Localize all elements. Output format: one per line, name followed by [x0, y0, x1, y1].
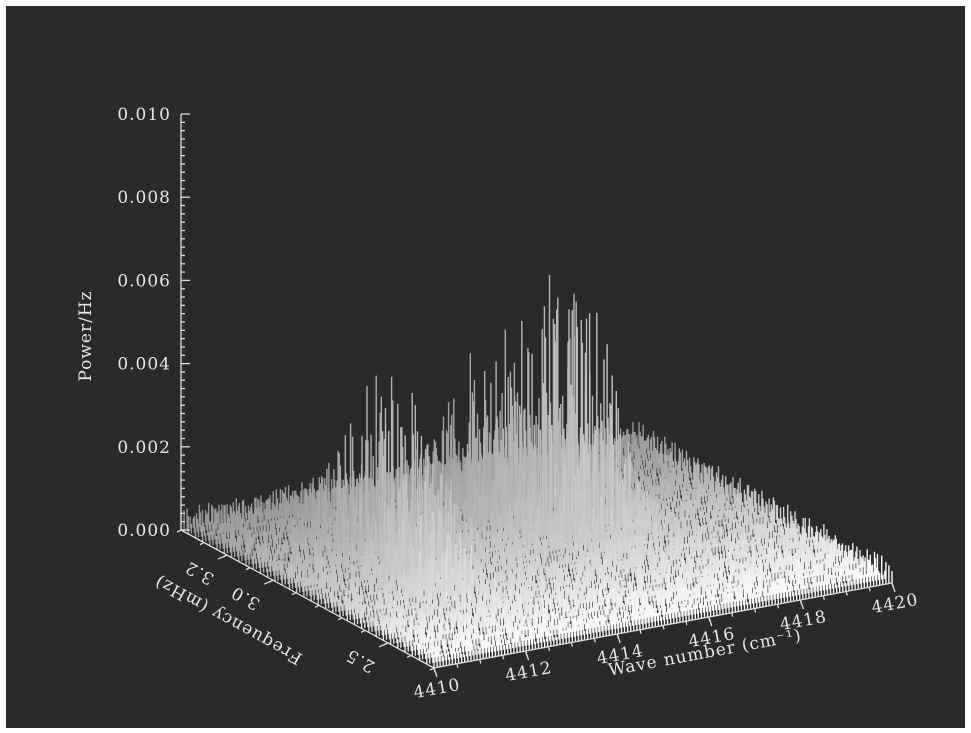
surface-row [389, 538, 850, 645]
wavenumber-tick-label: 4410 [412, 675, 462, 703]
wavenumber-minor-tick [776, 604, 780, 609]
wavenumber-minor-tick [570, 642, 574, 647]
frequency-minor-tick [268, 579, 274, 583]
wavenumber-minor-tick [479, 659, 482, 664]
frequency-tick-label: 2.5 [343, 644, 379, 676]
wavenumber-minor-tick [616, 633, 619, 639]
z-axis-ticks: 0.000 0.002 0.004 0.006 0.008 0.010 [117, 105, 190, 541]
wavenumber-minor-tick [845, 591, 848, 596]
frequency-tick-label: 3.0 [228, 582, 264, 614]
frequency-tick-label: 3.2 [182, 556, 218, 588]
frequency-minor-tick [176, 529, 182, 533]
surface-row [397, 542, 857, 649]
frequency-minor-tick [337, 617, 343, 621]
z-tick-label: 0.002 [117, 438, 171, 458]
surface-row [324, 498, 785, 609]
wavenumber-minor-tick [524, 650, 528, 656]
z-axis-title: Power/Hz [76, 290, 96, 381]
surface-chart: 0.000 0.002 0.004 0.006 0.008 0.010 2.5 3.0 3.2… [76, 105, 920, 703]
frequency-minor-tick [314, 604, 320, 608]
frequency-minor-tick [406, 654, 412, 659]
surface-row [433, 562, 893, 668]
frequency-minor-tick [291, 592, 297, 596]
wavenumber-minor-tick [753, 608, 757, 613]
frequency-minor-tick [222, 554, 228, 558]
frequency-axis-line [180, 529, 435, 669]
z-tick-label: 0.004 [117, 355, 171, 375]
wavenumber-minor-tick [456, 663, 459, 668]
frequency-minor-tick [199, 541, 205, 546]
surface-row [426, 555, 886, 665]
wavenumber-minor-tick [868, 587, 871, 592]
frequency-minor-tick [245, 567, 251, 571]
wavenumber-minor-tick [708, 616, 711, 622]
wavenumber-minor-tick [685, 621, 688, 626]
wavenumber-minor-tick [639, 629, 642, 634]
wavenumber-minor-tick [731, 612, 734, 617]
wavenumber-minor-tick [799, 599, 803, 605]
wavenumber-minor-tick [433, 667, 436, 673]
frequency-minor-tick [383, 642, 389, 646]
wavenumber-tick-label: 4420 [870, 590, 920, 618]
wavenumber-minor-tick [662, 625, 665, 630]
wavenumber-minor-tick [502, 655, 505, 660]
wavenumber-minor-tick [891, 582, 894, 588]
wavenumber-tick-label: 4412 [504, 658, 554, 686]
z-tick-label: 0.000 [117, 521, 171, 541]
surface-row [418, 551, 879, 661]
frequency-minor-tick [429, 667, 435, 671]
wavenumber-minor-tick [547, 646, 551, 651]
surface-marks [180, 275, 893, 668]
wavenumber-minor-tick [822, 595, 825, 600]
surface-row [346, 517, 806, 621]
surface-plot: 0.000 0.002 0.004 0.006 0.008 0.010 2.5 3.0 3.2… [6, 6, 965, 728]
wavenumber-minor-tick [593, 638, 596, 643]
z-tick-label: 0.010 [117, 105, 171, 125]
frequency-minor-tick [360, 629, 366, 633]
z-tick-label: 0.006 [117, 271, 171, 291]
z-tick-label: 0.008 [117, 188, 171, 208]
